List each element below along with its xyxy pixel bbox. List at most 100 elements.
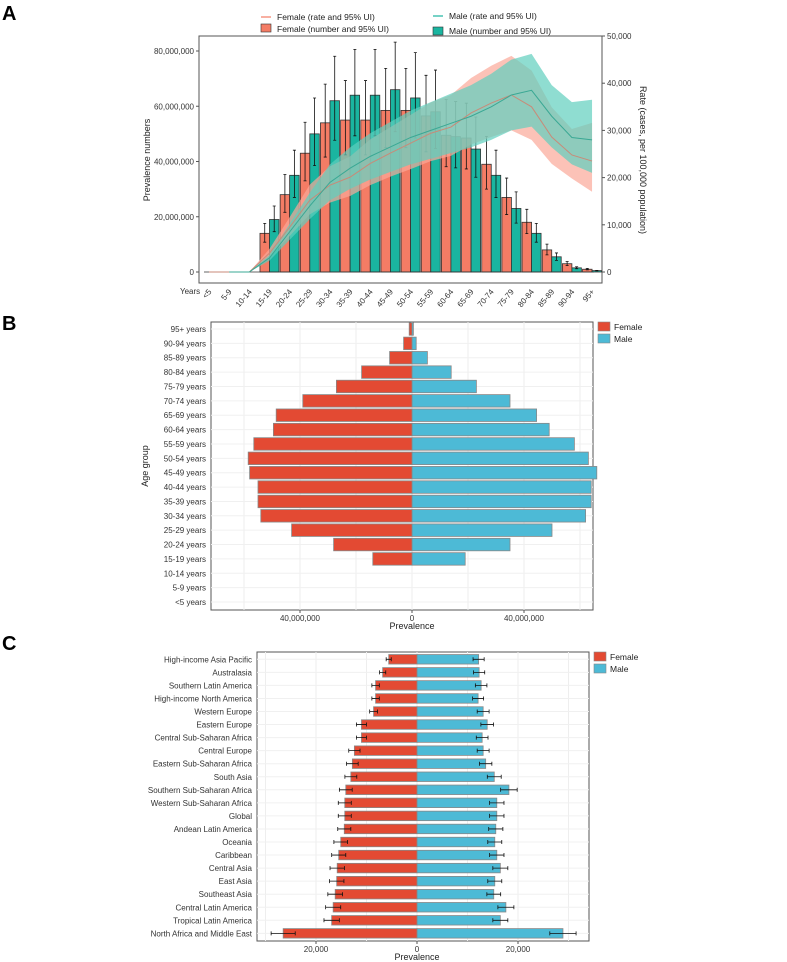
female-bar xyxy=(382,667,418,678)
y-tick-label: East Asia xyxy=(219,877,253,886)
female-error-bar xyxy=(371,683,380,688)
y-tick-label: Australasia xyxy=(212,668,252,677)
male-error-bar xyxy=(353,48,357,137)
x-tick-label: 10-14 xyxy=(234,287,254,309)
female-error-bar xyxy=(325,905,342,910)
x-tick-label: 20,000 xyxy=(506,945,531,954)
y-tick-label: 45-49 years xyxy=(164,469,206,478)
x-tick-label: 0 xyxy=(410,614,415,623)
x-tick-label: 20,000 xyxy=(304,945,329,954)
female-bar xyxy=(334,889,418,900)
x-tick-label: 75-79 xyxy=(496,287,516,309)
y-tick-label: <5 years xyxy=(175,598,206,607)
male-bar xyxy=(411,408,537,422)
male-error-bar xyxy=(534,222,538,243)
male-error-bar xyxy=(333,55,337,141)
y-tick-label: Andean Latin America xyxy=(174,825,253,834)
y-right-tick-label: 0 xyxy=(607,268,612,277)
female-bar xyxy=(291,523,413,537)
y-tick-label: 20-24 years xyxy=(164,541,206,550)
male-bar xyxy=(416,797,498,808)
female-bar xyxy=(343,823,418,835)
male-bar xyxy=(416,915,501,926)
male-error-bar xyxy=(292,149,296,198)
legend-female-num: Female (number and 95% UI) xyxy=(277,24,389,34)
legend-female-swatch xyxy=(597,321,611,332)
x-tick-label: 80-84 xyxy=(516,287,536,309)
x-tick-label: 40,000,000 xyxy=(504,614,545,623)
female-bar xyxy=(350,771,418,782)
legend-male-label: Male xyxy=(610,664,629,674)
y-tick-label: Central Asia xyxy=(209,864,253,873)
male-bar xyxy=(411,336,417,351)
female-bar xyxy=(257,480,413,494)
male-error-bar xyxy=(486,892,502,897)
y-tick-label: 60,000,000 xyxy=(154,102,195,111)
legend-male-num-swatch xyxy=(432,26,444,36)
male-error-bar xyxy=(474,683,488,688)
y-axis-title: Age group xyxy=(140,445,150,487)
y-tick-label: Southern Latin America xyxy=(169,681,253,690)
y-tick-label: 95+ years xyxy=(171,325,206,334)
y-tick-label: 60-64 years xyxy=(164,426,206,435)
y-tick-label: 20,000,000 xyxy=(154,213,195,222)
female-rate-line xyxy=(209,94,593,273)
male-bar xyxy=(411,422,550,437)
male-error-bar xyxy=(272,205,276,233)
female-bar xyxy=(249,466,413,480)
female-bar xyxy=(336,862,418,874)
y-tick-label: Eastern Sub-Saharan Africa xyxy=(153,760,253,769)
female-error-bar xyxy=(585,268,589,271)
male-bar xyxy=(416,758,487,769)
female-bar xyxy=(375,680,418,691)
female-bar xyxy=(361,719,418,730)
y-tick-label: 15-19 years xyxy=(164,555,206,564)
y-tick-label: 65-69 years xyxy=(164,411,206,420)
x-tick-label: 60-64 xyxy=(435,287,455,309)
y-tick-label: 25-29 years xyxy=(164,526,206,535)
female-error-bar xyxy=(356,722,367,727)
y-tick-label: Eastern Europe xyxy=(196,721,252,730)
male-error-bar xyxy=(487,879,503,884)
male-bar xyxy=(411,480,592,494)
male-bar xyxy=(416,876,496,887)
panel-label-b: B xyxy=(2,313,16,335)
legend-female-swatch xyxy=(593,651,607,662)
female-bar xyxy=(389,351,413,365)
x-tick-label: 20-24 xyxy=(274,287,294,309)
male-bar xyxy=(411,509,587,523)
female-error-bar xyxy=(323,83,327,158)
y-tick-label: Southeast Asia xyxy=(199,890,253,899)
x-tick-label: 90-94 xyxy=(556,287,576,309)
female-error-bar xyxy=(337,800,352,805)
male-error-bar xyxy=(473,670,486,675)
female-error-bar xyxy=(303,121,307,182)
legend-female-rate: Female (rate and 95% UI) xyxy=(277,12,375,22)
female-error-bar xyxy=(338,787,353,792)
x-tick-label: 55-59 xyxy=(415,287,435,309)
y-right-tick-label: 40,000 xyxy=(607,79,632,88)
male-error-bar xyxy=(476,748,490,753)
male-error-bar xyxy=(486,774,502,779)
x-tick-label: 30-34 xyxy=(314,287,334,309)
male-bar xyxy=(411,451,589,465)
legend-male-label: Male xyxy=(614,334,633,344)
male-error-bar xyxy=(575,266,579,270)
female-bar xyxy=(345,784,418,795)
female-bar xyxy=(375,693,418,704)
male-error-bar xyxy=(549,931,577,936)
x-tick-label: 85-89 xyxy=(536,287,556,309)
male-bar xyxy=(411,365,452,379)
y-tick-label: 0 xyxy=(190,268,195,277)
male-bar xyxy=(416,928,564,939)
y-tick-label: North Africa and Middle East xyxy=(151,929,253,938)
female-error-bar xyxy=(505,177,509,215)
male-error-bar xyxy=(595,269,599,272)
x-tick-label: 70-74 xyxy=(476,287,496,309)
male-error-bar xyxy=(492,918,509,923)
panel-label-a: A xyxy=(2,3,16,25)
y-right-tick-label: 50,000 xyxy=(607,32,632,41)
y-tick-label: Central Sub-Saharan Africa xyxy=(155,734,253,743)
x-tick-label: 35-39 xyxy=(335,287,355,309)
male-error-bar xyxy=(497,905,515,910)
